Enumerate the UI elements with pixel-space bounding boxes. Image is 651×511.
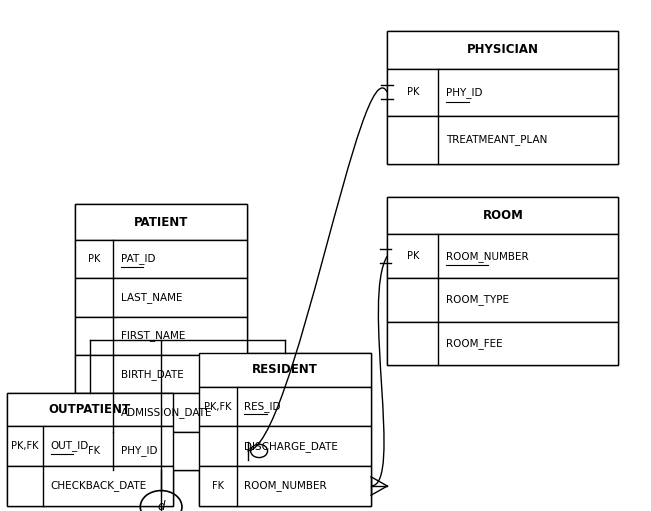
Bar [199,466,371,506]
Bar [75,317,247,355]
Text: PHYSICIAN: PHYSICIAN [467,43,539,56]
Bar [75,240,247,278]
Bar [199,353,371,387]
Text: d: d [158,500,165,511]
Text: BIRTH_DATE: BIRTH_DATE [120,369,184,380]
Bar [387,31,618,164]
Bar [7,426,173,466]
Text: PHY_ID: PHY_ID [446,87,482,98]
Bar [387,197,618,365]
Bar [387,116,618,164]
Text: PK,FK: PK,FK [204,402,231,411]
Bar [75,278,247,317]
Text: TREATMEANT_PLAN: TREATMEANT_PLAN [446,134,547,145]
Bar [387,321,618,365]
Text: ROOM_FEE: ROOM_FEE [446,338,503,349]
Text: PK: PK [88,254,100,264]
Text: RES_ID: RES_ID [244,401,281,412]
Text: OUT_ID: OUT_ID [51,440,89,451]
Text: RESIDENT: RESIDENT [252,363,318,376]
Bar [75,432,247,470]
Text: FK: FK [212,481,223,491]
Text: ROOM_NUMBER: ROOM_NUMBER [446,250,529,262]
Text: ROOM: ROOM [482,209,523,222]
Text: FK: FK [88,446,100,456]
Bar [387,31,618,68]
Text: ROOM_TYPE: ROOM_TYPE [446,294,509,305]
Text: ROOM_NUMBER: ROOM_NUMBER [244,480,327,492]
Bar [75,204,247,240]
Bar [199,387,371,426]
Bar [7,393,173,506]
Bar [75,204,247,470]
Bar [199,426,371,466]
Bar [199,353,371,506]
Bar [7,466,173,506]
Bar [387,68,618,116]
Text: FIRST_NAME: FIRST_NAME [120,330,185,341]
Bar [387,234,618,278]
Text: DISCHARGE_DATE: DISCHARGE_DATE [244,441,339,452]
Bar [7,393,173,426]
Bar [75,393,247,432]
Bar [387,278,618,321]
Text: LAST_NAME: LAST_NAME [120,292,182,303]
Bar [75,355,247,393]
Text: OUTPATIENT: OUTPATIENT [48,403,131,416]
Text: CHECKBACK_DATE: CHECKBACK_DATE [51,480,147,491]
Text: PAT_ID: PAT_ID [120,253,155,265]
Text: PHY_ID: PHY_ID [120,446,157,456]
Text: PATIENT: PATIENT [134,216,188,228]
Text: PK: PK [407,251,419,261]
Bar [387,197,618,234]
Text: PK: PK [407,87,419,97]
Text: ADMISSION_DATE: ADMISSION_DATE [120,407,212,418]
Text: PK,FK: PK,FK [11,440,38,451]
